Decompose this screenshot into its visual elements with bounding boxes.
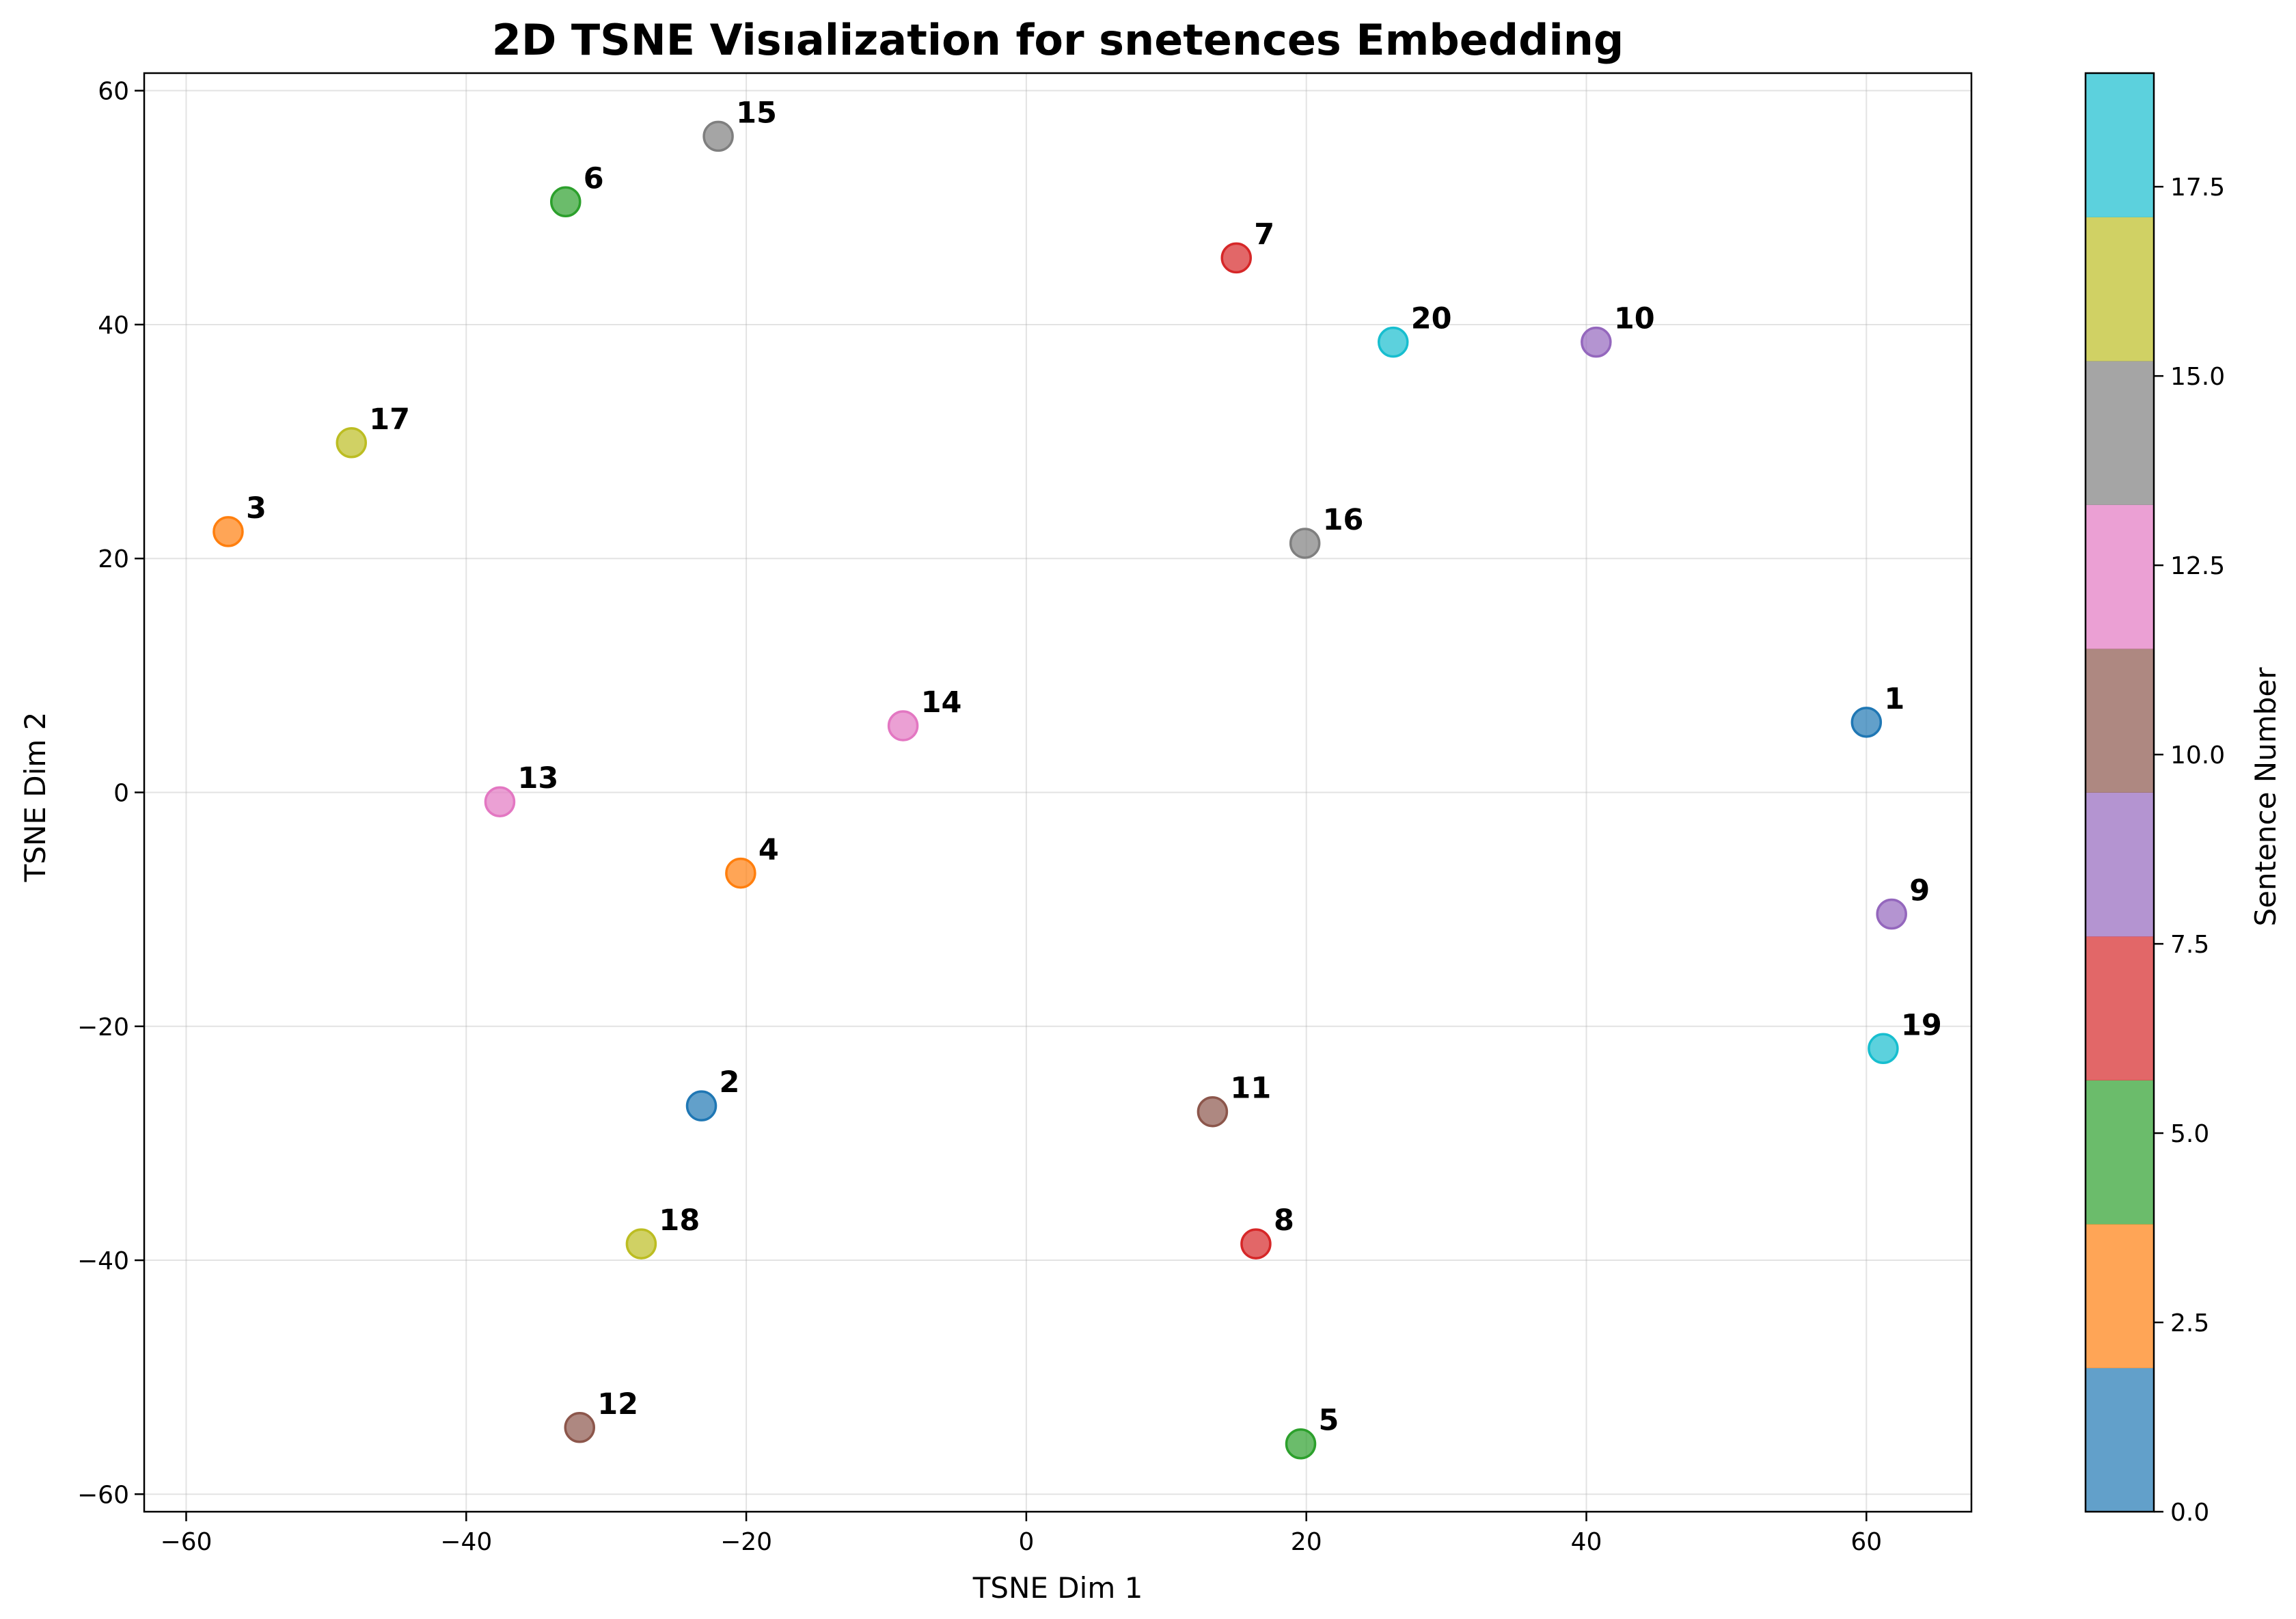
x-tick-label: −40: [440, 1528, 492, 1556]
data-point: [1197, 1096, 1229, 1128]
data-point: [336, 427, 368, 459]
point-label: 20: [1411, 302, 1452, 336]
x-axis-label: TSNE Dim 1: [972, 1571, 1143, 1605]
colorbar-tick-label: 10.0: [2170, 742, 2225, 770]
plot-grid: [144, 73, 1971, 1512]
colorbar-segments: [2086, 73, 2154, 1512]
x-tick-label: −20: [720, 1528, 772, 1556]
x-axis: −60 −40 −20 0 20 40 60: [160, 1512, 1882, 1556]
colorbar-segment: [2086, 1080, 2154, 1225]
data-point: [1868, 1033, 1899, 1065]
data-point: [1850, 707, 1883, 738]
colorbar-segment: [2086, 1224, 2154, 1368]
y-tick-label: 60: [98, 78, 129, 106]
colorbar-tick-label: 0.0: [2170, 1499, 2209, 1527]
point-label: 13: [517, 761, 558, 795]
point-label: 15: [736, 96, 777, 130]
point-label: 5: [1319, 1404, 1339, 1438]
data-point: [685, 1090, 718, 1121]
colorbar-tick-label: 17.5: [2170, 174, 2225, 202]
chart-title: 2D TSNE Visıalization for snetences Embe…: [492, 15, 1624, 65]
x-tick-label: 60: [1850, 1528, 1882, 1556]
point-label: 3: [246, 491, 266, 526]
data-point: [702, 120, 734, 152]
data-point: [1377, 326, 1409, 358]
colorbar-tick-label: 5.0: [2170, 1120, 2209, 1148]
colorbar-frame: [2084, 72, 2155, 1513]
point-label: 8: [1274, 1203, 1294, 1238]
y-tick-label: 0: [113, 780, 129, 808]
point-label: 10: [1614, 302, 1655, 336]
colorbar-label: Sentence Number: [2249, 667, 2282, 927]
data-point: [1581, 326, 1612, 358]
colorbar-segment: [2086, 936, 2154, 1080]
colorbar-tick-label: 2.5: [2170, 1309, 2209, 1337]
x-tick-label: 20: [1291, 1528, 1322, 1556]
colorbar-segment: [2086, 1368, 2154, 1512]
data-point: [1285, 1428, 1317, 1460]
point-label: 2: [720, 1065, 740, 1100]
point-label: 16: [1323, 503, 1364, 537]
colorbar-tick-label: 12.5: [2170, 552, 2225, 580]
point-label: 18: [659, 1203, 700, 1238]
point-label: 1: [1884, 682, 1904, 716]
data-point: [625, 1228, 657, 1260]
data-point: [564, 1412, 596, 1443]
point-label: 14: [921, 685, 962, 720]
point-label: 9: [1909, 873, 1930, 908]
y-tick-label: −60: [77, 1481, 129, 1509]
point-label: 12: [597, 1387, 638, 1421]
data-point: [550, 186, 582, 218]
colorbar-segment: [2086, 504, 2154, 649]
y-tick-label: −20: [77, 1013, 129, 1042]
y-tick-label: −40: [77, 1247, 129, 1275]
colorbar-tick-label: 7.5: [2170, 931, 2209, 959]
colorbar-segment: [2086, 792, 2154, 937]
colorbar-ticks: 0.0 2.5 5.0 7.5 10.0 12.5 15.0 17.5: [2154, 174, 2225, 1527]
colorbar-tick-label: 15.0: [2170, 363, 2225, 391]
data-point: [1240, 1228, 1272, 1260]
x-tick-label: −60: [160, 1528, 212, 1556]
colorbar-segment: [2086, 217, 2154, 362]
point-label: 11: [1230, 1072, 1271, 1106]
data-point: [725, 857, 756, 889]
point-label: 7: [1254, 217, 1274, 251]
data-point: [1876, 898, 1907, 930]
y-axis: −60 −40 −20 0 20 40 60: [77, 78, 144, 1509]
x-tick-label: 40: [1571, 1528, 1602, 1556]
point-label: 17: [369, 403, 410, 437]
point-label: 4: [758, 833, 779, 867]
point-label: 6: [584, 161, 604, 195]
colorbar-segment: [2086, 361, 2154, 505]
data-point: [1220, 242, 1253, 274]
colorbar-segment: [2086, 73, 2154, 217]
point-label: 19: [1901, 1008, 1942, 1042]
x-tick-label: 0: [1018, 1528, 1034, 1556]
data-point: [484, 786, 516, 817]
y-axis-label: TSNE Dim 2: [18, 712, 52, 883]
data-point: [1289, 528, 1321, 559]
y-tick-label: 40: [98, 312, 129, 340]
y-tick-label: 20: [98, 545, 129, 573]
colorbar: 0.0 2.5 5.0 7.5 10.0 12.5 15.0 17.5 Sentence Nu…: [2084, 72, 2282, 1527]
data-point: [213, 516, 244, 547]
colorbar-segment: [2086, 649, 2154, 793]
data-point: [887, 710, 919, 742]
